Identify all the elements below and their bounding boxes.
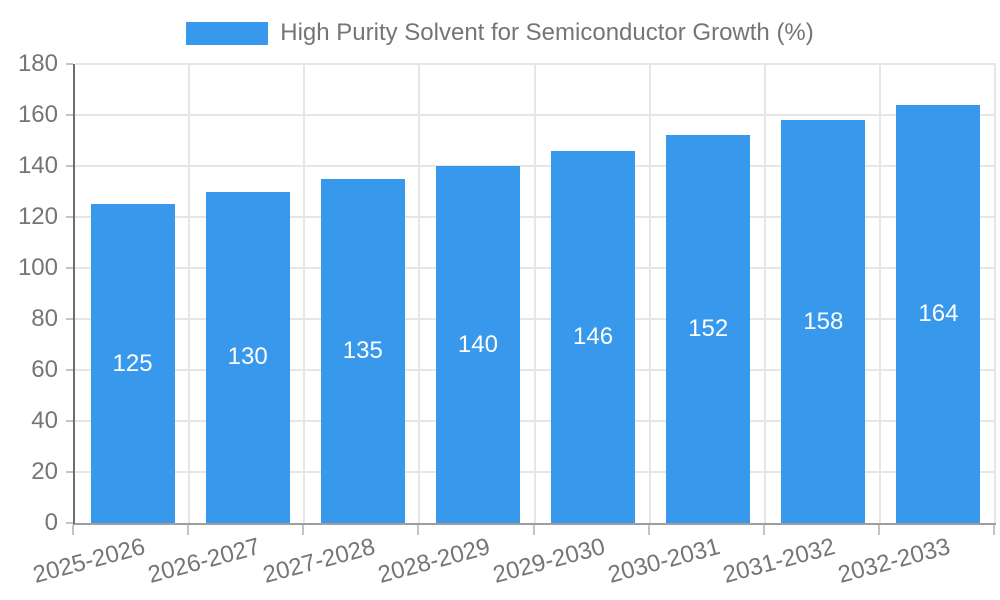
gridline-vertical	[303, 64, 306, 523]
x-axis-tick	[302, 525, 305, 535]
x-axis-tick	[877, 525, 880, 535]
bar[interactable]: 146	[551, 150, 636, 523]
y-axis-tick	[66, 267, 73, 269]
legend-label: High Purity Solvent for Semiconductor Gr…	[280, 19, 814, 46]
gridline-vertical	[533, 64, 536, 523]
gridline-vertical	[188, 64, 191, 523]
bar-value-label: 135	[342, 336, 383, 364]
bar[interactable]: 135	[320, 178, 405, 523]
gridline-horizontal	[75, 216, 996, 218]
legend-swatch	[186, 21, 269, 45]
y-axis-tick-label: 100	[17, 254, 58, 281]
y-axis-tick-label: 0	[44, 509, 58, 536]
x-axis-tick	[532, 525, 535, 535]
x-axis-tick	[762, 525, 765, 535]
bar-value-label: 152	[688, 315, 729, 343]
bar-value-label: 158	[803, 307, 844, 335]
y-axis-tick-label: 140	[17, 152, 58, 179]
bar[interactable]: 125	[90, 204, 175, 523]
bar-value-label: 164	[918, 299, 959, 327]
y-axis-tick	[66, 318, 73, 320]
gridline-horizontal	[75, 471, 996, 473]
legend: High Purity Solvent for Semiconductor Gr…	[0, 19, 1000, 47]
bar[interactable]: 130	[205, 191, 290, 523]
bar[interactable]: 164	[896, 104, 981, 523]
gridline-vertical	[994, 64, 996, 523]
gridline-horizontal	[75, 420, 996, 422]
y-axis-tick	[66, 114, 73, 116]
y-axis-tick	[66, 369, 73, 371]
gridline-horizontal	[75, 267, 996, 269]
gridline-vertical	[878, 64, 881, 523]
bar-value-label: 125	[112, 349, 153, 377]
gridline-horizontal	[75, 114, 996, 116]
x-axis-tick	[993, 525, 995, 535]
bar[interactable]: 152	[666, 135, 751, 523]
y-axis-tick	[66, 420, 73, 422]
bar[interactable]: 140	[435, 166, 520, 523]
gridline-horizontal	[75, 63, 996, 66]
x-axis-tick	[187, 525, 190, 535]
y-axis-tick	[66, 216, 73, 218]
bar[interactable]: 158	[781, 120, 866, 523]
y-axis-tick-label: 180	[17, 50, 58, 77]
gridline-horizontal	[75, 165, 996, 167]
gridline-horizontal	[75, 318, 996, 320]
y-axis-tick-label: 120	[17, 203, 58, 230]
y-axis-tick-label: 20	[31, 458, 58, 485]
y-axis-tick-label: 40	[31, 407, 58, 434]
y-axis-tick-label: 60	[31, 356, 58, 383]
bar-value-label: 130	[227, 343, 268, 371]
gridline-vertical	[648, 64, 651, 523]
y-axis-tick	[66, 63, 73, 65]
y-axis-tick	[66, 471, 73, 473]
y-axis-tick	[66, 522, 73, 524]
gridline-vertical	[418, 64, 421, 523]
bar-value-label: 146	[573, 322, 614, 350]
x-axis-tick	[72, 525, 74, 535]
bar-value-label: 140	[457, 330, 498, 358]
y-axis-tick	[66, 165, 73, 167]
gridline-vertical	[763, 64, 766, 523]
y-axis-tick-label: 80	[31, 305, 58, 332]
x-axis-tick	[417, 525, 420, 535]
x-axis-tick	[647, 525, 650, 535]
gridline-horizontal	[75, 369, 996, 371]
plot-area: 125 130 135 140 146 152 158 164	[73, 63, 996, 525]
y-axis-tick-label: 160	[17, 101, 58, 128]
